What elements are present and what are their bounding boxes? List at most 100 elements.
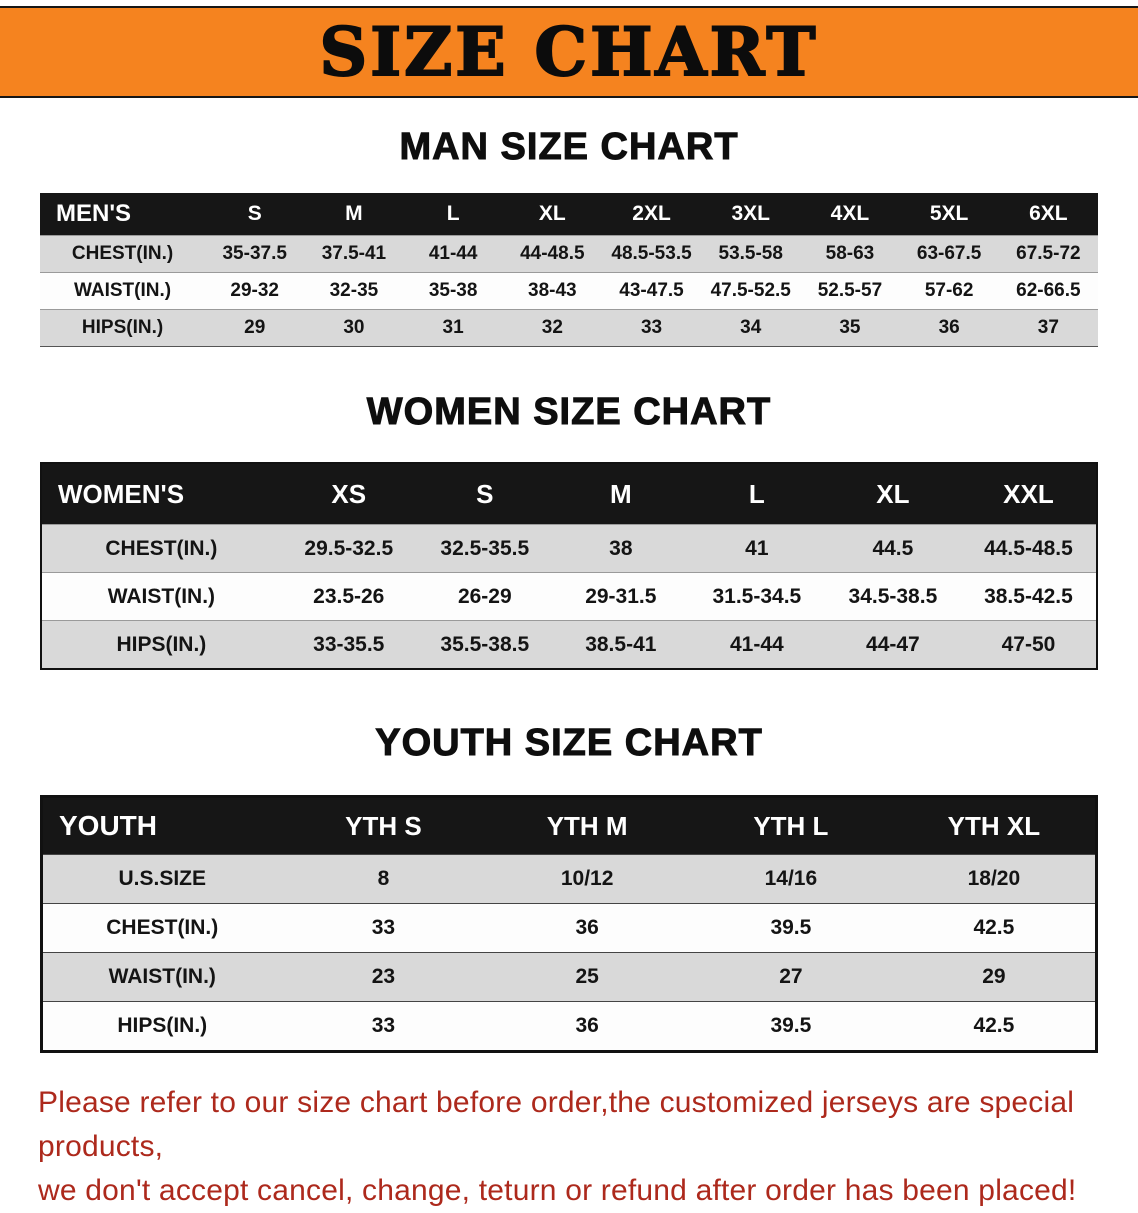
row-label: WAIST(IN.) bbox=[74, 280, 172, 301]
women-header-xxl: XXL bbox=[960, 463, 1097, 525]
man-header-row: MEN'S S M L XL 2XL 3XL 4XL 5XL 6XL bbox=[40, 193, 1098, 236]
women-header-l: L bbox=[688, 463, 825, 525]
women-header-xl: XL bbox=[824, 463, 961, 525]
size-value: 29 bbox=[244, 317, 266, 338]
size-value: 38-43 bbox=[528, 280, 577, 301]
size-value: 47.5-52.5 bbox=[710, 280, 791, 301]
size-value: 37 bbox=[1037, 317, 1059, 338]
size-value: 25 bbox=[575, 965, 599, 988]
size-value: 35-37.5 bbox=[222, 243, 287, 264]
size-value: 33-35.5 bbox=[313, 632, 385, 656]
size-value: 33 bbox=[371, 916, 396, 939]
women-header-group-label: WOMEN'S bbox=[41, 463, 281, 525]
size-value: 48.5-53.5 bbox=[611, 243, 692, 264]
size-section-women: WOMEN SIZE CHART WOMEN'S XS S M L XL XXL CHEST(I… bbox=[0, 391, 1138, 670]
size-value: 29-32 bbox=[230, 280, 280, 301]
row-label: CHEST(IN.) bbox=[105, 536, 218, 560]
row-label: HIPS(IN.) bbox=[117, 1014, 208, 1037]
size-value: 62-66.5 bbox=[1016, 280, 1081, 301]
size-value: 31.5-34.5 bbox=[712, 584, 802, 608]
disclaimer-line-2: we don't accept cancel, change, teturn o… bbox=[38, 1174, 1077, 1207]
size-value: 44.5 bbox=[872, 536, 914, 560]
size-value: 34.5-38.5 bbox=[848, 584, 938, 608]
size-value: 23.5-26 bbox=[313, 584, 385, 608]
size-value: 41 bbox=[745, 536, 769, 560]
youth-size-table: YOUTH YTH S YTH M YTH L YTH XL U.S.SIZE 8 10/12… bbox=[40, 795, 1098, 1053]
size-value: 63-67.5 bbox=[916, 243, 982, 264]
size-value: 35-38 bbox=[428, 280, 478, 301]
size-value: 33 bbox=[371, 1014, 396, 1037]
size-value: 18/20 bbox=[967, 867, 1021, 890]
women-header-m: M bbox=[552, 463, 689, 525]
size-section-youth: YOUTH SIZE CHART YOUTH YTH S YTH M YTH L YTH … bbox=[0, 722, 1138, 1053]
women-header-s: S bbox=[416, 463, 553, 525]
size-value: 10/12 bbox=[560, 867, 614, 890]
man-size-table: MEN'S S M L XL 2XL 3XL 4XL 5XL 6XL CHEST(IN.) 35-37… bbox=[40, 193, 1098, 347]
youth-header-yth-xl: YTH XL bbox=[892, 796, 1097, 855]
size-value: 44-47 bbox=[866, 632, 920, 656]
man-header-s: S bbox=[205, 193, 305, 236]
youth-row-chest-in: CHEST(IN.) 33 36 39.5 42.5 bbox=[41, 903, 1097, 953]
size-value: 8 bbox=[377, 867, 390, 890]
size-value: 43-47.5 bbox=[619, 280, 684, 301]
women-row-hips-in: HIPS(IN.) 33-35.5 35.5-38.5 38.5-41 41-44 44-… bbox=[41, 620, 1097, 669]
size-value: 67.5-72 bbox=[1016, 243, 1081, 264]
youth-row-u-s-size: U.S.SIZE 8 10/12 14/16 18/20 bbox=[41, 854, 1097, 904]
man-header-2xl: 2XL bbox=[601, 193, 702, 236]
women-header-row: WOMEN'S XS S M L XL XXL bbox=[41, 463, 1097, 525]
man-header-5xl: 5XL bbox=[899, 193, 999, 236]
man-header-4xl: 4XL bbox=[800, 193, 900, 236]
size-value: 39.5 bbox=[770, 1014, 812, 1037]
man-header-group-label: MEN'S bbox=[40, 193, 206, 236]
man-row-chest-in: CHEST(IN.) 35-37.5 37.5-41 41-44 44-48.5 48.5… bbox=[40, 235, 1098, 273]
size-value: 14/16 bbox=[764, 867, 818, 890]
youth-header-yth-l: YTH L bbox=[689, 796, 893, 855]
size-value: 36 bbox=[938, 317, 960, 338]
row-label: WAIST(IN.) bbox=[108, 965, 216, 988]
man-header-3xl: 3XL bbox=[701, 193, 801, 236]
size-value: 53.5-58 bbox=[718, 243, 783, 264]
size-value: 38.5-41 bbox=[585, 632, 657, 656]
size-value: 44.5-48.5 bbox=[984, 536, 1073, 560]
youth-header-yth-s: YTH S bbox=[281, 796, 486, 855]
size-value: 31 bbox=[442, 317, 464, 338]
size-value: 36 bbox=[575, 916, 599, 939]
size-value: 47-50 bbox=[1001, 632, 1056, 656]
size-value: 27 bbox=[779, 965, 803, 988]
man-header-m: M bbox=[304, 193, 404, 236]
women-row-waist-in: WAIST(IN.) 23.5-26 26-29 29-31.5 31.5-34.5 34… bbox=[41, 572, 1097, 621]
women-size-table: WOMEN'S XS S M L XL XXL CHEST(IN.) 29.5-32.5 32.5… bbox=[40, 462, 1098, 670]
disclaimer-notice: Please refer to our size chart before or… bbox=[0, 1081, 1138, 1213]
youth-header-group-label: YOUTH bbox=[41, 796, 282, 855]
size-value: 36 bbox=[575, 1014, 599, 1037]
man-header-l: L bbox=[403, 193, 503, 236]
banner-title: SIZE CHART bbox=[319, 13, 819, 91]
row-label: HIPS(IN.) bbox=[81, 317, 164, 338]
size-value: 52.5-57 bbox=[817, 280, 883, 301]
size-value: 35 bbox=[839, 317, 861, 338]
size-value: 32 bbox=[541, 317, 563, 338]
size-section-man: MAN SIZE CHART MEN'S S M L XL 2XL 3XL 4XL 5XL 6XL C… bbox=[0, 126, 1138, 347]
row-label: CHEST(IN.) bbox=[106, 916, 219, 939]
man-section-title: MAN SIZE CHART bbox=[399, 126, 739, 169]
youth-row-hips-in: HIPS(IN.) 33 36 39.5 42.5 bbox=[41, 1001, 1097, 1052]
size-value: 57-62 bbox=[924, 280, 974, 301]
size-value: 29-31.5 bbox=[585, 584, 657, 608]
size-value: 30 bbox=[343, 317, 365, 338]
women-header-xs: XS bbox=[280, 463, 417, 525]
women-section-title: WOMEN SIZE CHART bbox=[366, 391, 772, 434]
youth-row-waist-in: WAIST(IN.) 23 25 27 29 bbox=[41, 952, 1097, 1002]
size-value: 26-29 bbox=[457, 584, 512, 608]
size-value: 58-63 bbox=[825, 243, 875, 264]
youth-header-row: YOUTH YTH S YTH M YTH L YTH XL bbox=[41, 796, 1097, 855]
size-value: 42.5 bbox=[973, 916, 1015, 939]
size-value: 35.5-38.5 bbox=[440, 632, 530, 656]
size-value: 34 bbox=[740, 317, 762, 338]
man-header-xl: XL bbox=[502, 193, 602, 236]
size-value: 39.5 bbox=[770, 916, 812, 939]
size-value: 41-44 bbox=[428, 243, 478, 264]
size-value: 33 bbox=[640, 317, 663, 338]
size-value: 38 bbox=[609, 536, 633, 560]
size-value: 37.5-41 bbox=[321, 243, 387, 264]
row-label: CHEST(IN.) bbox=[71, 243, 174, 264]
